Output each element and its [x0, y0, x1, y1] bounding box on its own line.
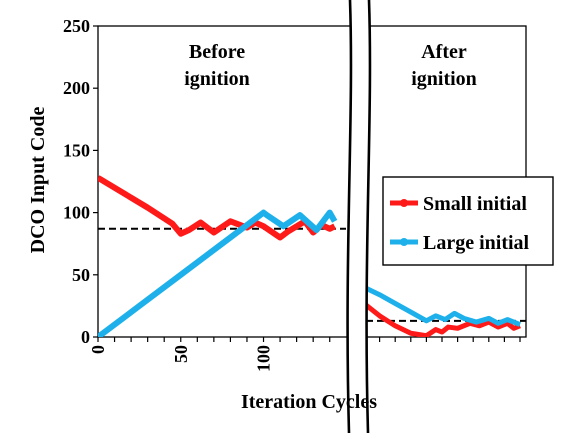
x-tick-label: 100 [254, 345, 274, 372]
legend-box [382, 176, 554, 266]
y-tick-label: 200 [63, 78, 90, 98]
y-tick-label: 250 [63, 16, 90, 36]
series-after-ignition [362, 284, 521, 337]
y-tick-label: 150 [63, 140, 90, 160]
series-line-large-initial-before [98, 209, 338, 337]
legend-marker-small-initial [400, 199, 408, 207]
x-tick-label: 0 [88, 345, 108, 354]
legend-marker-large-initial [400, 238, 408, 246]
series-line-large-initial-after [362, 284, 521, 327]
region-label-after: ignition [411, 68, 477, 90]
x-axis: 0 50 100 [88, 337, 521, 372]
series-before-ignition [98, 175, 338, 337]
break-line-right [365, 0, 372, 433]
legend-label-small-initial: Small initial [423, 193, 527, 215]
region-label-after: After [421, 41, 467, 63]
y-axis-title: DCO Input Code [27, 107, 49, 254]
region-label-before: Before [189, 41, 245, 63]
y-tick-label: 50 [72, 265, 90, 285]
y-axis: 0 50 100 150 200 250 [63, 16, 98, 347]
x-tick-label: 50 [171, 345, 191, 363]
break-gap [347, 0, 370, 433]
axis-break [346, 0, 372, 433]
region-labels: Before ignition After ignition [184, 41, 477, 90]
break-line-left [346, 0, 353, 433]
legend-label-large-initial: Large initial [423, 232, 530, 254]
region-label-before: ignition [184, 68, 250, 90]
x-axis-title: Iteration Cycles [241, 391, 377, 413]
y-tick-label: 100 [63, 203, 90, 223]
legend: Small initial Large initial [382, 176, 554, 266]
series-line-small-initial-after [362, 301, 521, 337]
y-tick-label: 0 [81, 327, 90, 347]
